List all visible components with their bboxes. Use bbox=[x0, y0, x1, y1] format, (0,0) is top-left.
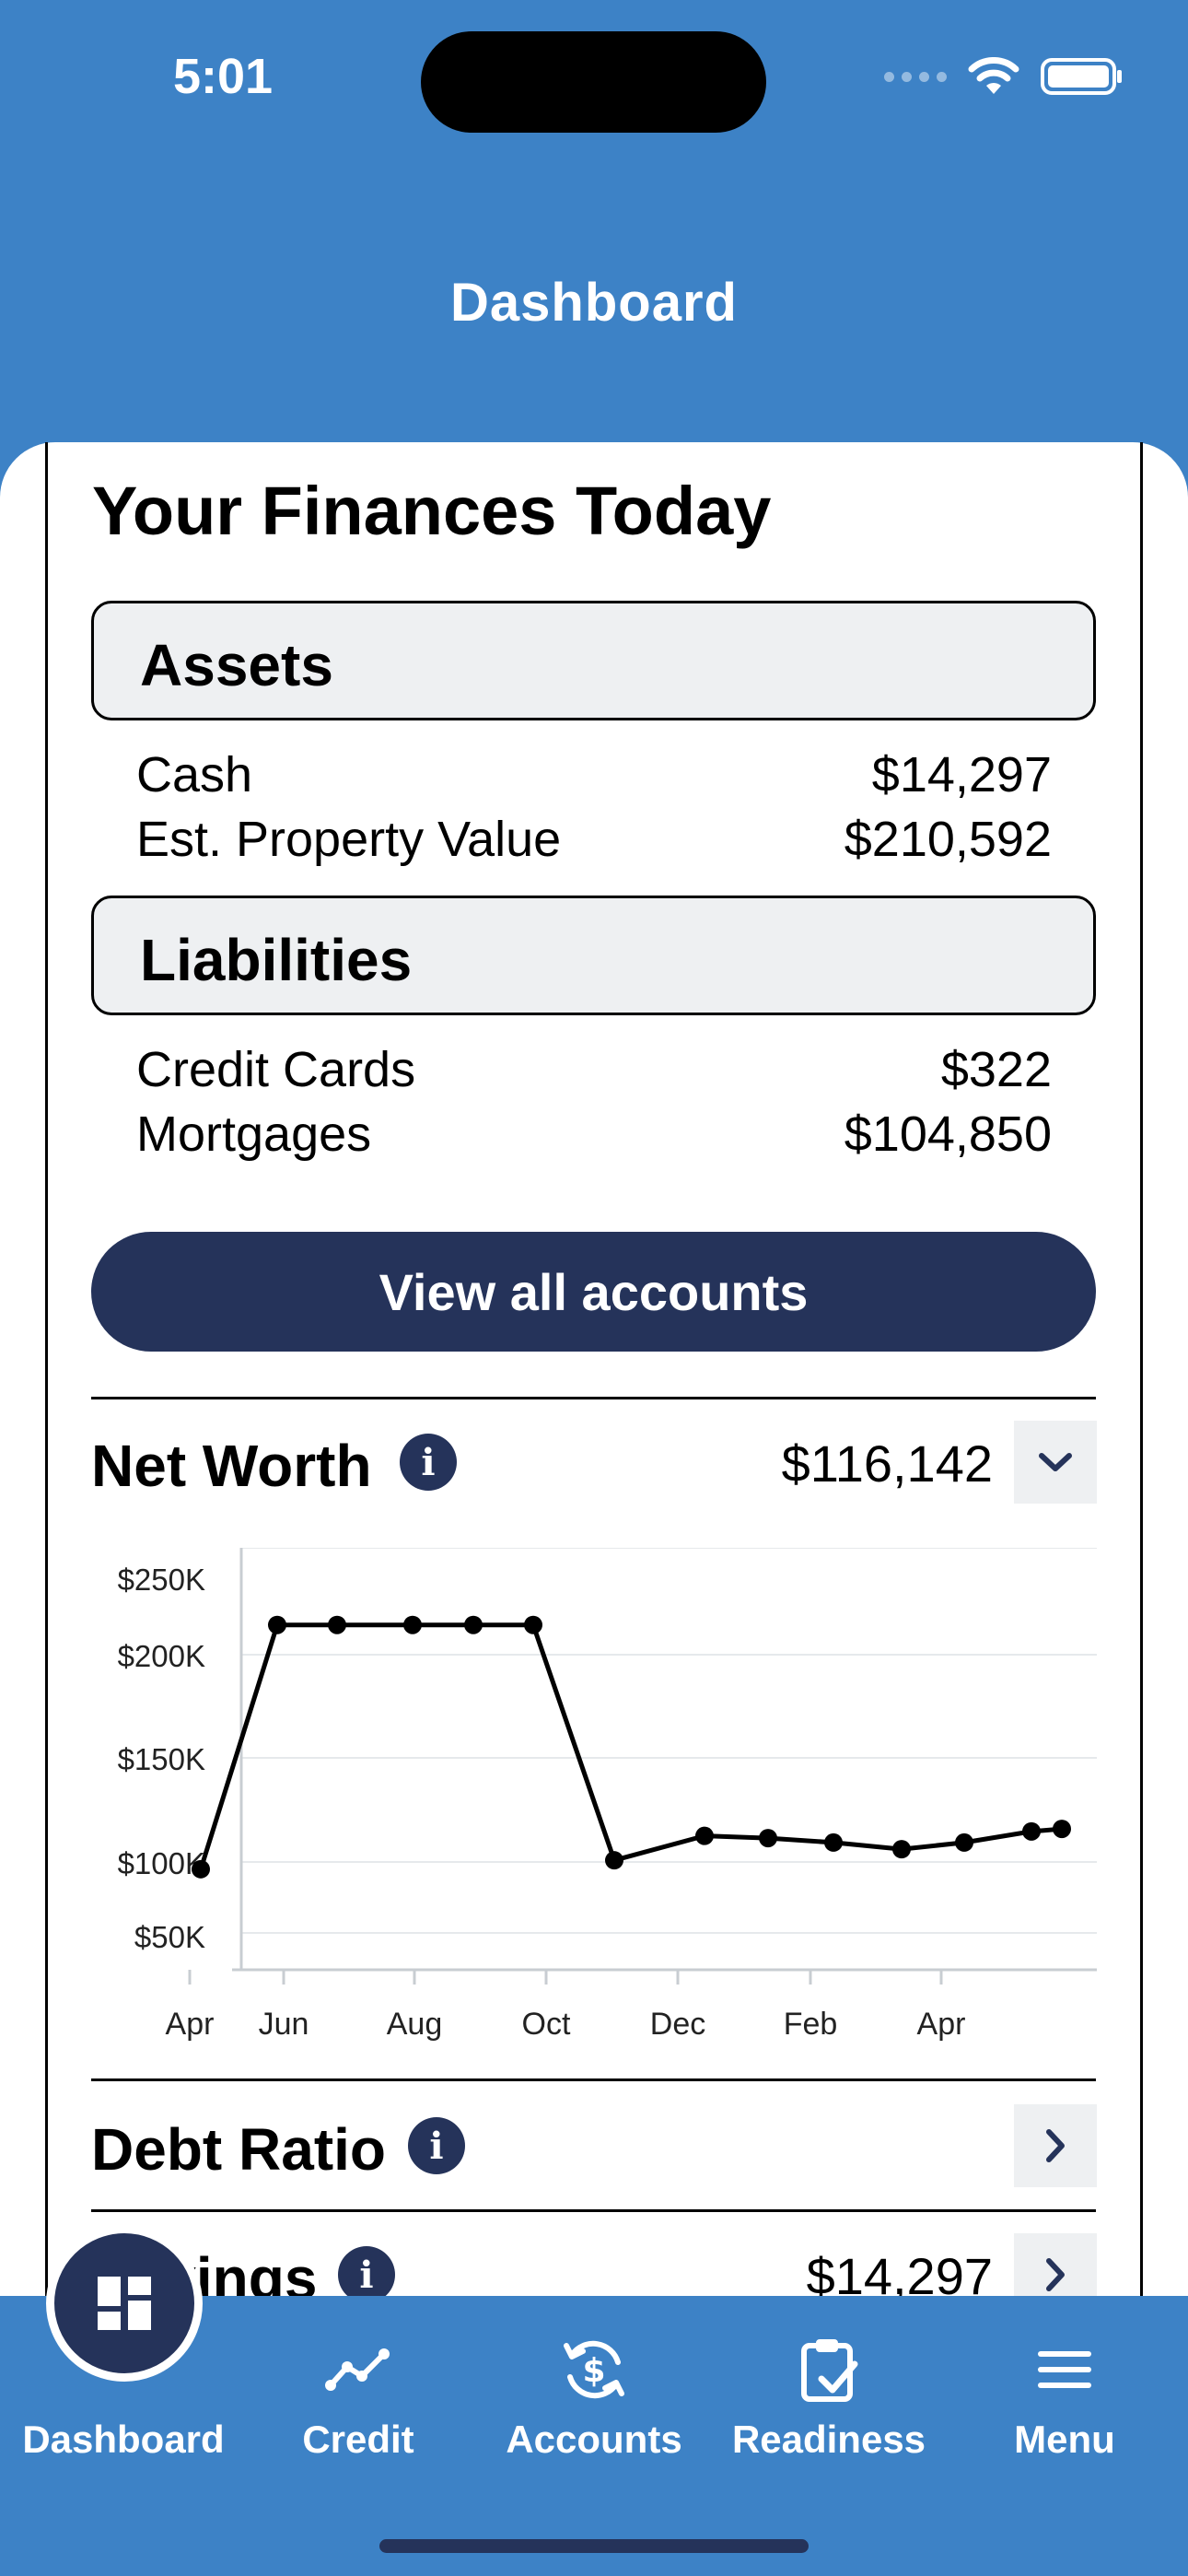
info-icon[interactable]: i bbox=[408, 2117, 465, 2174]
tab-dashboard[interactable]: Dashboard bbox=[5, 2296, 242, 2480]
x-tick-label: Aug bbox=[387, 2007, 443, 2042]
tab-label: Accounts bbox=[506, 2418, 682, 2461]
chevron-right-icon bbox=[1046, 2129, 1065, 2162]
liability-value: $104,850 bbox=[844, 1107, 1052, 1162]
tab-readiness[interactable]: Readiness bbox=[710, 2296, 948, 2480]
data-point bbox=[955, 1832, 973, 1852]
content-sheet bbox=[0, 442, 1188, 2377]
asset-value: $14,297 bbox=[871, 747, 1052, 802]
wifi-icon bbox=[968, 57, 1019, 94]
divider bbox=[91, 1397, 1096, 1399]
divider bbox=[91, 2209, 1096, 2212]
debt-ratio-open-button[interactable] bbox=[1014, 2104, 1097, 2187]
liabilities-label: Liabilities bbox=[140, 927, 413, 993]
liability-name: Mortgages bbox=[136, 1107, 372, 1162]
y-tick-label: $200K bbox=[118, 1639, 205, 1673]
assets-label: Assets bbox=[140, 632, 333, 698]
data-point bbox=[192, 1859, 210, 1879]
liability-row: Credit Cards $322 bbox=[136, 1041, 1052, 1098]
asset-name: Est. Property Value bbox=[136, 812, 562, 867]
info-icon[interactable]: i bbox=[400, 1434, 457, 1491]
divider bbox=[91, 2078, 1096, 2081]
tab-dashboard-active[interactable] bbox=[46, 2225, 203, 2382]
x-tick-label: Oct bbox=[522, 2007, 571, 2042]
x-tick-label: Apr bbox=[166, 2007, 215, 2042]
dollar-sync-icon: $ bbox=[564, 2340, 624, 2399]
data-point bbox=[759, 1829, 777, 1848]
net-worth-value: $116,142 bbox=[781, 1434, 993, 1493]
data-point bbox=[464, 1615, 483, 1634]
tab-label: Credit bbox=[302, 2418, 414, 2461]
tab-menu[interactable]: Menu bbox=[946, 2296, 1183, 2480]
status-time: 5:01 bbox=[173, 49, 274, 104]
data-point bbox=[403, 1615, 422, 1634]
data-point bbox=[605, 1851, 623, 1870]
hamburger-icon bbox=[1038, 2351, 1091, 2388]
data-point bbox=[695, 1826, 714, 1845]
chevron-down-icon bbox=[1039, 1453, 1072, 1471]
x-tick-label: Feb bbox=[784, 2007, 838, 2042]
data-point bbox=[328, 1615, 346, 1634]
battery-icon bbox=[1041, 58, 1122, 95]
dashboard-icon bbox=[98, 2277, 151, 2330]
x-tick-label: Dec bbox=[650, 2007, 705, 2042]
info-icon[interactable]: i bbox=[338, 2246, 395, 2303]
net-worth-collapse-button[interactable] bbox=[1014, 1421, 1097, 1504]
home-indicator bbox=[379, 2539, 809, 2553]
tab-label: Menu bbox=[1014, 2418, 1115, 2461]
data-point bbox=[892, 1840, 911, 1859]
asset-value: $210,592 bbox=[844, 812, 1052, 867]
tab-label: Readiness bbox=[731, 2418, 926, 2461]
net-worth-line bbox=[198, 1622, 1063, 1870]
liability-row: Mortgages $104,850 bbox=[136, 1106, 1052, 1163]
asset-row: Cash $14,297 bbox=[136, 746, 1052, 803]
liability-name: Credit Cards bbox=[136, 1042, 416, 1097]
tab-label: Dashboard bbox=[22, 2418, 225, 2461]
dynamic-island bbox=[421, 31, 766, 133]
asset-name: Cash bbox=[136, 747, 253, 802]
liabilities-header: Liabilities bbox=[91, 896, 1096, 1015]
tab-credit[interactable]: Credit bbox=[239, 2296, 477, 2480]
liability-value: $322 bbox=[940, 1042, 1052, 1097]
x-tick-label: Apr bbox=[917, 2007, 966, 2042]
net-worth-title: Net Worth bbox=[91, 1433, 372, 1499]
x-tick-label: Jun bbox=[259, 2007, 309, 2042]
data-point bbox=[1053, 1820, 1071, 1839]
y-tick-label: $50K bbox=[134, 1920, 205, 1954]
net-worth-chart: $250K $200K $150K $100K $50K Apr Jun Aug Oct Dec F… bbox=[118, 1548, 1097, 2042]
clipboard-check-icon bbox=[801, 2339, 858, 2402]
data-point bbox=[268, 1615, 286, 1634]
savings-value: $14,297 bbox=[806, 2247, 993, 2305]
tab-accounts[interactable]: $ Accounts bbox=[475, 2296, 713, 2480]
chevron-right-icon bbox=[1046, 2258, 1065, 2291]
data-point bbox=[1022, 1821, 1041, 1841]
cellular-signal-icon bbox=[884, 71, 947, 82]
data-point bbox=[824, 1832, 843, 1852]
status-icons bbox=[884, 57, 1124, 96]
assets-header: Assets bbox=[91, 601, 1096, 720]
y-tick-label: $100K bbox=[118, 1846, 205, 1880]
data-point bbox=[524, 1615, 542, 1634]
view-all-accounts-button[interactable]: View all accounts bbox=[91, 1232, 1096, 1352]
asset-row: Est. Property Value $210,592 bbox=[136, 811, 1052, 868]
y-tick-label: $250K bbox=[118, 1563, 205, 1597]
y-tick-label: $150K bbox=[118, 1742, 205, 1776]
svg-text:$: $ bbox=[582, 2352, 605, 2390]
debt-ratio-title: Debt Ratio bbox=[91, 2116, 386, 2183]
page-title: Dashboard bbox=[450, 273, 738, 333]
finances-card bbox=[45, 442, 1143, 2377]
finances-title: Your Finances Today bbox=[92, 473, 772, 549]
trend-icon bbox=[325, 2348, 390, 2391]
